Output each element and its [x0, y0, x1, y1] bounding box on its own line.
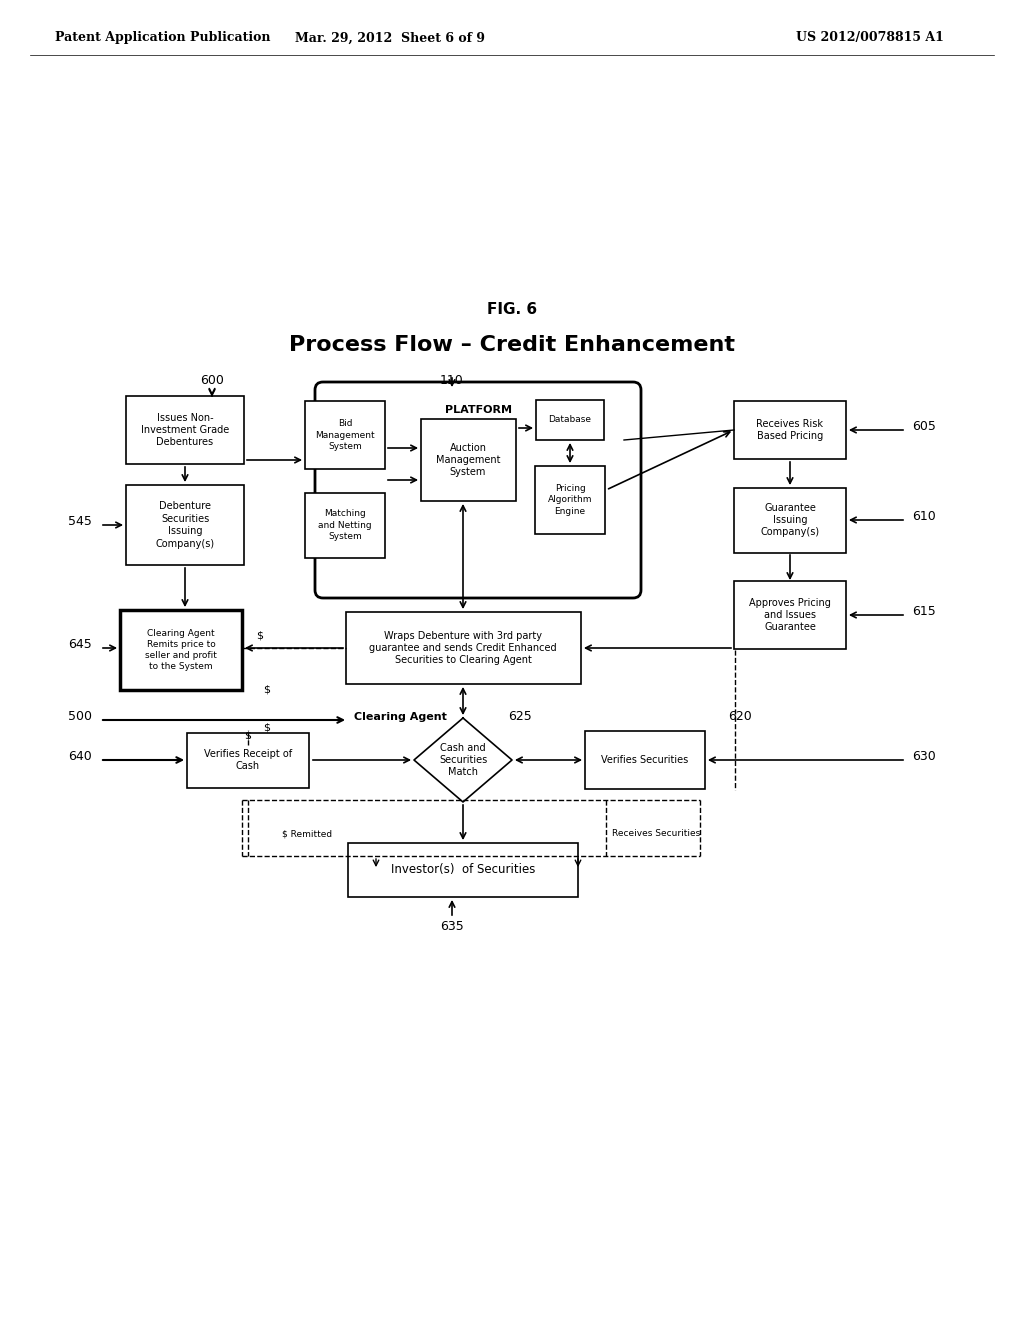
Text: Verifies Securities: Verifies Securities [601, 755, 688, 766]
Text: Debenture
Securities
Issuing
Company(s): Debenture Securities Issuing Company(s) [156, 502, 215, 549]
Text: Cash and
Securities
Match: Cash and Securities Match [439, 743, 487, 777]
Text: 615: 615 [912, 605, 936, 618]
Bar [734, 581, 846, 649]
Bar [305, 492, 385, 557]
Bar [348, 843, 578, 898]
Text: $: $ [256, 630, 263, 640]
Text: Mar. 29, 2012  Sheet 6 of 9: Mar. 29, 2012 Sheet 6 of 9 [295, 32, 485, 45]
Text: Receives Securities: Receives Securities [612, 829, 700, 838]
Bar [126, 396, 244, 465]
Text: Patent Application Publication: Patent Application Publication [55, 32, 270, 45]
Bar [126, 484, 244, 565]
Text: $: $ [263, 684, 270, 694]
Text: Auction
Management
System: Auction Management System [436, 442, 501, 478]
Text: 620: 620 [728, 710, 752, 723]
Polygon shape [414, 718, 512, 803]
Text: Database: Database [549, 416, 592, 425]
Text: Guarantee
Issuing
Company(s): Guarantee Issuing Company(s) [761, 503, 819, 537]
Text: $: $ [263, 722, 270, 733]
Text: PLATFORM: PLATFORM [444, 405, 512, 414]
Bar [585, 731, 705, 789]
Bar [187, 733, 309, 788]
FancyBboxPatch shape [315, 381, 641, 598]
Bar [535, 466, 605, 535]
Text: 110: 110 [440, 374, 464, 387]
Bar [345, 612, 581, 684]
Text: 645: 645 [69, 638, 92, 651]
Text: $: $ [245, 730, 252, 741]
Bar [305, 401, 385, 469]
Text: 610: 610 [912, 510, 936, 523]
Text: 625: 625 [508, 710, 531, 723]
Text: 640: 640 [69, 750, 92, 763]
Bar [120, 610, 242, 690]
Text: 630: 630 [912, 750, 936, 763]
Bar [734, 401, 846, 459]
Bar [536, 400, 604, 440]
Text: Verifies Receipt of
Cash: Verifies Receipt of Cash [204, 748, 292, 771]
Text: 635: 635 [440, 920, 464, 933]
Text: FIG. 6: FIG. 6 [487, 302, 537, 318]
Text: Process Flow – Credit Enhancement: Process Flow – Credit Enhancement [289, 335, 735, 355]
Text: Receives Risk
Based Pricing: Receives Risk Based Pricing [757, 418, 823, 441]
Text: Matching
and Netting
System: Matching and Netting System [318, 510, 372, 541]
Text: 500: 500 [68, 710, 92, 723]
Text: 545: 545 [68, 515, 92, 528]
Bar [734, 487, 846, 553]
Bar [421, 418, 515, 502]
Text: 600: 600 [200, 374, 224, 387]
Text: Bid
Management
System: Bid Management System [315, 420, 375, 450]
Text: Clearing Agent: Clearing Agent [354, 711, 446, 722]
Text: US 2012/0078815 A1: US 2012/0078815 A1 [796, 32, 944, 45]
Text: Issues Non-
Investment Grade
Debentures: Issues Non- Investment Grade Debentures [141, 413, 229, 447]
Text: Approves Pricing
and Issues
Guarantee: Approves Pricing and Issues Guarantee [750, 598, 830, 632]
Text: $ Remitted: $ Remitted [282, 829, 332, 838]
Text: Clearing Agent
Remits price to
seller and profit
to the System: Clearing Agent Remits price to seller an… [145, 628, 217, 671]
Text: Pricing
Algorithm
Engine: Pricing Algorithm Engine [548, 484, 592, 516]
Text: 605: 605 [912, 420, 936, 433]
Text: Investor(s)  of Securities: Investor(s) of Securities [391, 863, 536, 876]
Text: Wraps Debenture with 3rd party
guarantee and sends Credit Enhanced
Securities to: Wraps Debenture with 3rd party guarantee… [370, 631, 557, 665]
